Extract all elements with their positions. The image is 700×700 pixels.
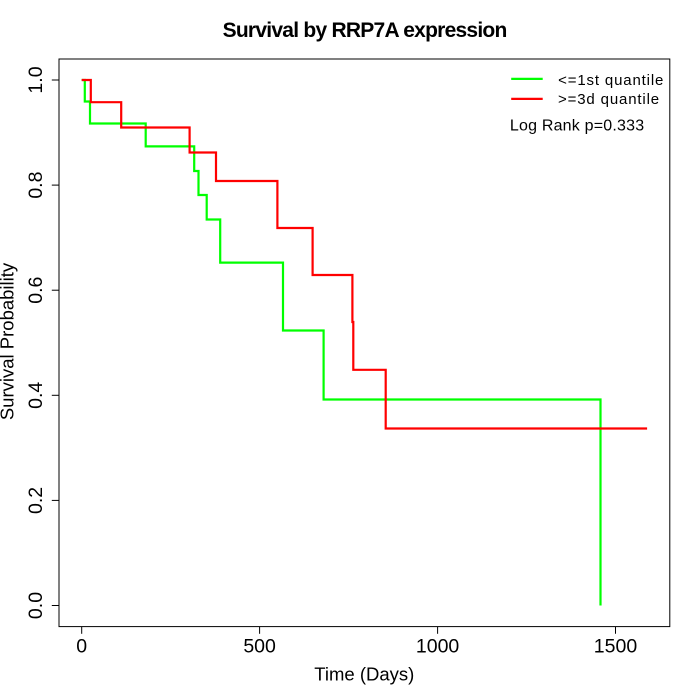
svg-text:1.0: 1.0: [25, 66, 47, 93]
svg-text:Log Rank p=0.333: Log Rank p=0.333: [510, 118, 644, 135]
svg-text:0.4: 0.4: [25, 382, 47, 409]
svg-text:Time (Days): Time (Days): [314, 664, 414, 685]
svg-text:0.2: 0.2: [25, 487, 47, 514]
svg-text:Survival by RRP7A expression: Survival by RRP7A expression: [223, 19, 507, 42]
svg-text:0.6: 0.6: [25, 277, 47, 304]
svg-text:<=1st quantile: <=1st quantile: [558, 72, 664, 89]
svg-text:1500: 1500: [594, 636, 638, 658]
svg-text:>=3d quantile: >=3d quantile: [558, 91, 660, 108]
svg-text:0: 0: [76, 636, 87, 658]
svg-text:0.8: 0.8: [25, 172, 47, 199]
svg-text:0.0: 0.0: [25, 592, 47, 619]
svg-text:1000: 1000: [416, 636, 460, 658]
svg-text:500: 500: [243, 636, 276, 658]
svg-text:Survival Probability: Survival Probability: [0, 262, 17, 420]
